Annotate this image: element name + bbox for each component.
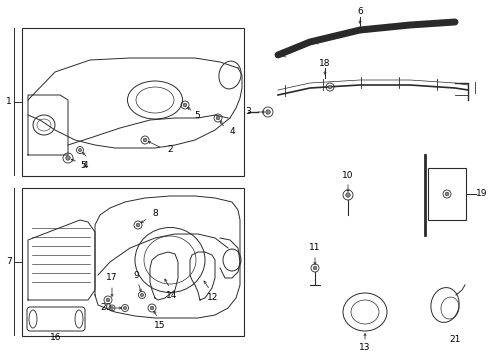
Text: 2: 2: [167, 145, 172, 154]
FancyBboxPatch shape: [27, 307, 85, 331]
Text: 21: 21: [448, 336, 460, 345]
Circle shape: [327, 85, 331, 89]
Text: 16: 16: [50, 333, 61, 342]
Circle shape: [106, 298, 110, 302]
Text: 7: 7: [6, 257, 12, 266]
Circle shape: [312, 266, 316, 270]
Circle shape: [345, 193, 349, 197]
Circle shape: [150, 306, 154, 310]
Text: 5: 5: [80, 161, 86, 170]
Text: 13: 13: [359, 343, 370, 352]
Text: 14: 14: [166, 291, 177, 300]
Bar: [427, 168, 465, 220]
Circle shape: [110, 307, 113, 309]
Circle shape: [123, 306, 126, 310]
Text: 20: 20: [100, 303, 111, 312]
Text: 11: 11: [308, 243, 320, 252]
Circle shape: [140, 293, 143, 297]
Text: 9: 9: [133, 271, 139, 280]
Text: 10: 10: [342, 171, 353, 180]
Text: 4: 4: [229, 127, 234, 136]
Circle shape: [216, 116, 219, 120]
Bar: [22, 188, 244, 336]
Text: 12: 12: [207, 292, 218, 302]
Text: 5: 5: [194, 112, 200, 121]
Text: 8: 8: [152, 208, 158, 217]
Circle shape: [65, 156, 70, 160]
Bar: [22, 28, 244, 176]
Circle shape: [136, 223, 140, 227]
Text: 17: 17: [106, 274, 118, 283]
Text: 18: 18: [319, 58, 330, 68]
Text: 6: 6: [356, 8, 362, 17]
Text: 3: 3: [244, 108, 250, 117]
Circle shape: [444, 192, 448, 196]
Circle shape: [183, 103, 186, 107]
Text: 1: 1: [6, 98, 12, 107]
Circle shape: [265, 110, 270, 114]
Text: 19: 19: [475, 189, 487, 198]
Circle shape: [143, 138, 146, 142]
Text: 15: 15: [154, 320, 165, 329]
Text: 4: 4: [82, 161, 88, 170]
Circle shape: [78, 148, 81, 152]
